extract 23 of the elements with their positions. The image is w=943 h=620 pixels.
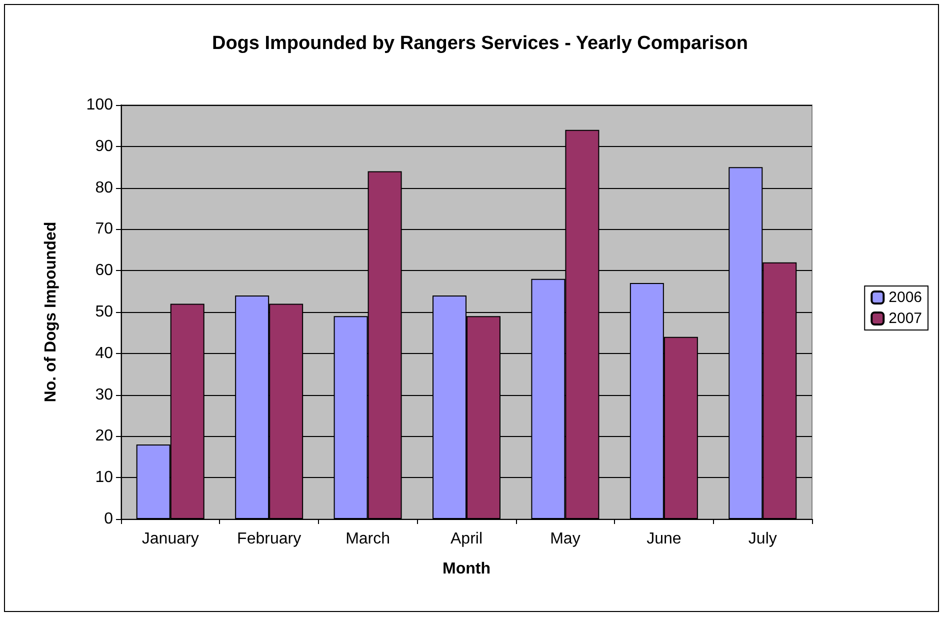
x-tick-label: March: [346, 530, 390, 548]
y-tick-label: 20: [95, 428, 114, 445]
chart-title: Dogs Impounded by Rangers Services - Yearly Comparison: [212, 33, 748, 54]
y-tick-label: 10: [95, 469, 114, 486]
x-tick-label: July: [748, 530, 777, 548]
y-tick-label: 40: [95, 344, 114, 362]
x-tick-label: January: [142, 530, 199, 548]
y-tick-label: 30: [95, 386, 114, 404]
x-tick-label: February: [237, 530, 302, 548]
legend-label: 2006: [888, 289, 922, 306]
y-tick-label: 100: [86, 96, 114, 114]
y-tick-label: 0: [104, 510, 114, 528]
legend-label: 2007: [888, 310, 922, 327]
y-axis-title: No. of Dogs Impounded: [42, 222, 60, 402]
x-tick-label: June: [646, 530, 682, 548]
y-tick-label: 60: [95, 262, 114, 280]
y-tick-label: 80: [95, 179, 114, 196]
y-tick-label: 90: [95, 138, 114, 155]
x-tick-label: May: [550, 530, 580, 548]
x-tick-label: April: [450, 530, 483, 548]
x-axis-title: Month: [442, 560, 490, 578]
y-tick-label: 50: [95, 304, 114, 320]
y-tick-label: 70: [95, 220, 114, 238]
